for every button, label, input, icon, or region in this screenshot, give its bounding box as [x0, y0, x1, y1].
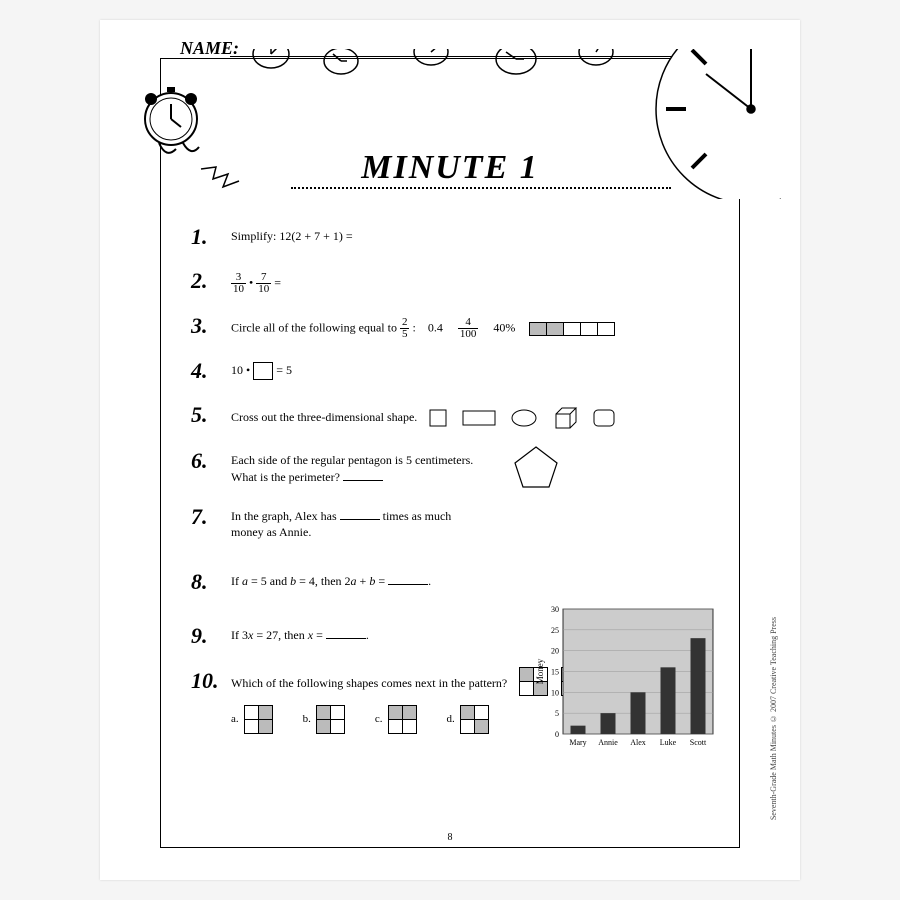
- problem-number: 2.: [191, 268, 231, 294]
- worksheet-page: NAME:: [100, 20, 800, 880]
- fraction: 25: [400, 317, 410, 340]
- problem-number: 10.: [191, 668, 231, 694]
- equals: =: [274, 275, 281, 289]
- problem-5: 5. Cross out the three-dimensional shape…: [191, 402, 721, 430]
- problem-2: 2. 310 • 710 =: [191, 268, 721, 295]
- worksheet-title: MINUTE 1: [161, 149, 739, 187]
- text: = 4, then 2: [296, 574, 350, 588]
- svg-text:Money: Money: [535, 658, 545, 684]
- fraction: 710: [256, 272, 271, 295]
- bar-chart: 0 5 10 15 20 25 30 Mary Annie Alex Luke Scott Money: [531, 604, 721, 754]
- option-b[interactable]: b.: [303, 705, 345, 733]
- problem-number: 4.: [191, 358, 231, 384]
- problem-number: 9.: [191, 623, 231, 649]
- problem-number: 1.: [191, 224, 231, 250]
- problem-text: In the graph, Alex has times as much mon…: [231, 504, 511, 542]
- text: money as Annie.: [231, 525, 311, 539]
- problem-number: 7.: [191, 504, 231, 530]
- problem-number: 5.: [191, 402, 231, 428]
- fraction-bar-icon[interactable]: [530, 322, 615, 336]
- answer-blank[interactable]: [343, 480, 383, 481]
- problem-number: 3.: [191, 313, 231, 339]
- fraction: 310: [231, 272, 246, 295]
- option-fraction[interactable]: 4100: [458, 317, 479, 340]
- problem-number: 6.: [191, 448, 231, 474]
- answer-blank[interactable]: [326, 638, 366, 639]
- oval-icon[interactable]: [510, 408, 538, 428]
- svg-text:20: 20: [551, 647, 559, 656]
- problem-3: 3. Circle all of the following equal to …: [191, 313, 721, 340]
- svg-text:Luke: Luke: [660, 738, 677, 747]
- problem-text: If a = 5 and b = 4, then 2a + b = .: [231, 569, 721, 590]
- text: = 5 and: [248, 574, 290, 588]
- problem-text: Which of the following shapes comes next…: [231, 671, 507, 692]
- page-number: 8: [161, 832, 739, 843]
- text: =: [313, 628, 326, 642]
- shape-options: [428, 406, 616, 430]
- svg-text:Mary: Mary: [569, 738, 586, 747]
- text: times as much: [380, 509, 452, 523]
- problem-7: 7. In the graph, Alex has times as much …: [191, 504, 721, 542]
- dot: •: [249, 275, 256, 289]
- problem-6: 6. Each side of the regular pentagon is …: [191, 448, 721, 486]
- problem-1: 1. Simplify: 12(2 + 7 + 1) =: [191, 224, 721, 250]
- text: If: [231, 574, 242, 588]
- svg-text:Scott: Scott: [690, 738, 707, 747]
- text: Circle all of the following equal to: [231, 320, 400, 334]
- problem-text: 10 • = 5: [231, 358, 721, 380]
- svg-text:30: 30: [551, 605, 559, 614]
- svg-text:25: 25: [551, 626, 559, 635]
- answer-blank[interactable]: [388, 584, 428, 585]
- text: What is the perimeter?: [231, 470, 343, 484]
- title-underline: [291, 187, 671, 189]
- option[interactable]: 0.4: [428, 320, 443, 334]
- problems-list: 1. Simplify: 12(2 + 7 + 1) = 2. 310 • 71…: [191, 224, 721, 751]
- svg-text:10: 10: [551, 688, 559, 697]
- text: If 3: [231, 628, 248, 642]
- option-c[interactable]: c.: [375, 705, 417, 733]
- problem-8: 8. If a = 5 and b = 4, then 2a + b = .: [191, 569, 721, 595]
- problem-number: 8.: [191, 569, 231, 595]
- text: 10 •: [231, 363, 253, 377]
- copyright-text: Seventh-Grade Math Minutes © 2007 Creati…: [769, 617, 778, 820]
- text: Each side of the regular pentagon is 5 c…: [231, 453, 473, 467]
- svg-text:0: 0: [555, 730, 559, 739]
- option-d[interactable]: d.: [447, 705, 489, 733]
- problem-text: Cross out the three-dimensional shape.: [231, 402, 721, 430]
- rounded-square-icon[interactable]: [592, 408, 616, 428]
- svg-text:Annie: Annie: [598, 738, 618, 747]
- svg-text:Alex: Alex: [630, 738, 646, 747]
- text: In the graph, Alex has: [231, 509, 340, 523]
- problem-text: Simplify: 12(2 + 7 + 1) =: [231, 224, 721, 245]
- text: Cross out the three-dimensional shape.: [231, 410, 417, 424]
- square-icon[interactable]: [428, 408, 448, 428]
- content-frame: MINUTE 1 1. Simplify: 12(2 + 7 + 1) = 2.…: [160, 58, 740, 848]
- cube-icon[interactable]: [552, 406, 578, 430]
- pentagon-icon: [511, 444, 561, 490]
- option[interactable]: 40%: [493, 320, 515, 334]
- text: =: [375, 574, 388, 588]
- answer-box[interactable]: [253, 362, 273, 380]
- answer-blank[interactable]: [340, 519, 380, 520]
- equals: =: [343, 229, 353, 243]
- text: = 27, then: [253, 628, 307, 642]
- problem-text: Each side of the regular pentagon is 5 c…: [231, 448, 721, 486]
- problem-text: Circle all of the following equal to 25 …: [231, 313, 721, 340]
- text: Simplify: 12: [231, 229, 291, 243]
- svg-text:5: 5: [555, 709, 559, 718]
- problem-4: 4. 10 • = 5: [191, 358, 721, 384]
- svg-text:15: 15: [551, 668, 559, 677]
- text: +: [357, 574, 370, 588]
- option-a[interactable]: a.: [231, 705, 273, 733]
- expression: (2 + 7 + 1): [291, 229, 343, 243]
- text: Which of the following shapes comes next…: [231, 676, 507, 690]
- problem-text: 310 • 710 =: [231, 268, 721, 295]
- rectangle-icon[interactable]: [462, 408, 496, 428]
- colon: :: [412, 320, 418, 334]
- text: = 5: [276, 363, 292, 377]
